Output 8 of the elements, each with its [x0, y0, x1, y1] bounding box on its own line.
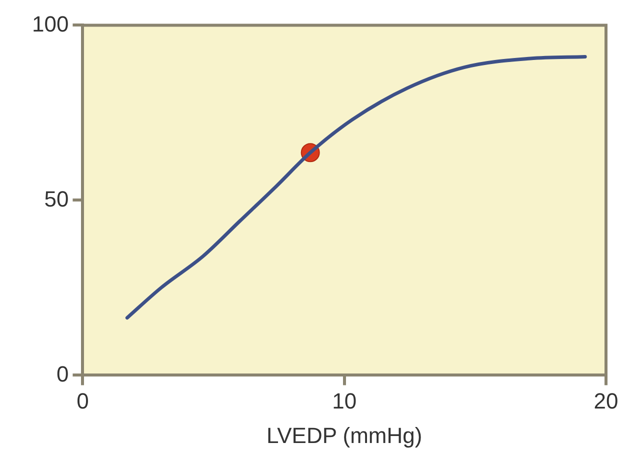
x-axis-title: LVEDP (mmHg) [266, 422, 422, 448]
line-series [125, 54, 587, 320]
y-tick-label: 50 [44, 186, 69, 212]
y-tick-label: 0 [56, 361, 69, 386]
x-tick-label: 0 [76, 388, 89, 414]
y-tick-label: 100 [32, 11, 69, 36]
x-tick-label: 20 [594, 388, 618, 414]
x-tick-label: 10 [332, 388, 357, 414]
